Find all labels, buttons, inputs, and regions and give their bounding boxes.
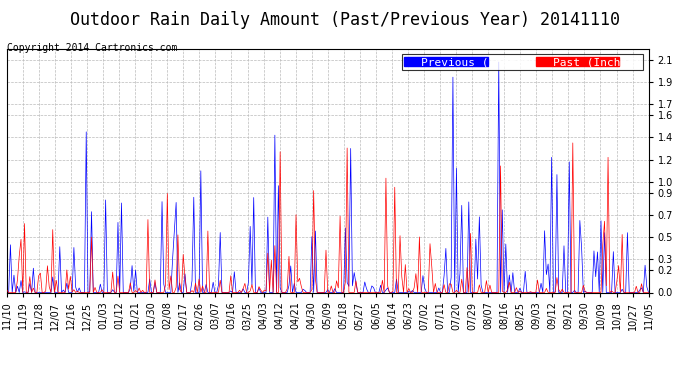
Text: Outdoor Rain Daily Amount (Past/Previous Year) 20141110: Outdoor Rain Daily Amount (Past/Previous… xyxy=(70,11,620,29)
Text: Copyright 2014 Cartronics.com: Copyright 2014 Cartronics.com xyxy=(7,43,177,53)
Legend: Previous (Inches), Past (Inches): Previous (Inches), Past (Inches) xyxy=(402,54,643,70)
